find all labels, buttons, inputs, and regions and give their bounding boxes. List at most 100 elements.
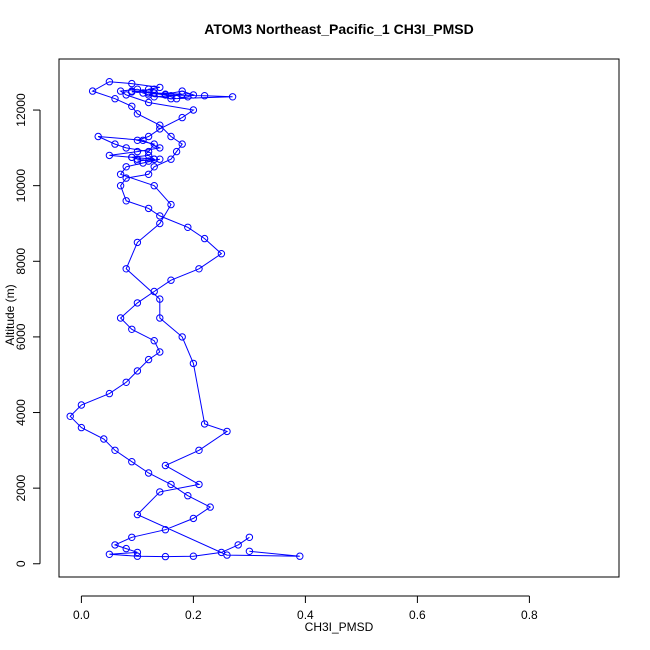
data-point — [116, 87, 125, 95]
data-point — [167, 480, 175, 489]
data-point — [128, 533, 136, 541]
data-point — [296, 552, 304, 560]
y-tick-label: 6000 — [14, 323, 28, 350]
data-point — [150, 89, 158, 97]
data-point — [139, 89, 147, 97]
data-point — [161, 526, 170, 534]
data-point — [167, 276, 175, 284]
data-point — [156, 348, 164, 356]
data-point — [167, 200, 175, 209]
data-point — [206, 503, 214, 511]
data-point — [122, 197, 130, 205]
data-point — [122, 544, 130, 553]
x-tick-label: 0.6 — [409, 608, 426, 622]
data-point — [133, 510, 142, 519]
data-point — [133, 110, 142, 118]
data-point — [150, 337, 158, 345]
data-point — [105, 550, 114, 558]
data-point — [200, 420, 209, 428]
data-point — [144, 98, 153, 107]
chart-title: ATOM3 Northeast_Pacific_1 CH3I_PMSD — [204, 21, 473, 37]
data-point — [150, 163, 158, 171]
data-point — [234, 541, 242, 549]
data-point — [144, 85, 153, 93]
data-point — [144, 132, 153, 141]
data-point — [144, 469, 153, 477]
x-axis-label: CH3I_PMSD — [305, 620, 374, 634]
data-point — [189, 106, 198, 114]
data-point — [156, 295, 164, 303]
data-point — [133, 552, 142, 560]
data-point — [245, 547, 254, 555]
data-point — [156, 155, 164, 163]
x-tick-label: 0.4 — [297, 608, 314, 622]
y-tick-label: 2000 — [14, 474, 28, 501]
data-point — [105, 389, 114, 398]
data-point — [111, 541, 119, 549]
data-point — [223, 427, 231, 436]
data-point — [156, 314, 164, 322]
y-tick-label: 12000 — [14, 93, 28, 127]
data-point — [178, 113, 186, 122]
data-point — [77, 423, 86, 432]
data-point — [100, 435, 108, 443]
data-point — [105, 78, 114, 86]
data-point — [156, 144, 164, 152]
x-axis: 0.0 0.2 0.4 0.6 0.8 — [73, 595, 538, 622]
series-line — [69, 81, 300, 558]
y-tick-label: 0 — [14, 560, 28, 567]
data-point — [116, 182, 125, 190]
data-point — [128, 88, 136, 96]
data-point — [228, 93, 237, 101]
data-point — [77, 401, 86, 409]
data-point — [150, 287, 158, 296]
plot-frame — [58, 58, 620, 578]
data-point — [156, 83, 164, 92]
data-point — [144, 147, 153, 156]
data-point — [184, 223, 192, 232]
data-point — [88, 87, 97, 95]
data-point — [195, 446, 203, 454]
y-tick-label: 10000 — [14, 169, 28, 203]
data-point — [189, 359, 198, 368]
data-point — [144, 170, 153, 179]
data-point — [144, 151, 153, 160]
x-tick-label: 0.2 — [185, 608, 202, 622]
data-point — [116, 170, 125, 179]
data-point — [172, 95, 181, 103]
data-point — [144, 204, 153, 213]
data-point — [217, 548, 226, 557]
data-point — [195, 265, 203, 273]
data-point — [156, 212, 164, 220]
data-point — [150, 93, 158, 101]
data-point — [178, 87, 186, 95]
data-point — [111, 446, 119, 454]
data-point — [217, 250, 226, 258]
x-tick-label: 0.0 — [73, 608, 90, 622]
data-point — [128, 153, 136, 162]
data-point — [66, 412, 74, 420]
y-axis-label: Altitude (m) — [3, 284, 17, 345]
data-point — [156, 121, 164, 129]
data-point — [172, 147, 181, 156]
data-point — [144, 89, 153, 97]
data-point — [200, 234, 209, 243]
data-point — [116, 314, 125, 322]
y-axis: 0 2000 4000 6000 8000 10000 12000 — [14, 93, 41, 567]
data-point — [128, 325, 136, 333]
data-point — [161, 461, 170, 470]
y-tick-label: 4000 — [14, 399, 28, 426]
data-point — [161, 552, 170, 561]
data-point — [133, 136, 142, 145]
data-point — [156, 219, 164, 228]
y-tick-label: 8000 — [14, 248, 28, 275]
data-point — [133, 299, 142, 307]
data-point — [144, 355, 153, 364]
data-point — [150, 182, 158, 190]
data-point — [122, 174, 130, 182]
data-point — [133, 367, 142, 375]
data-point — [111, 95, 119, 103]
data-point — [195, 480, 203, 489]
data-point — [128, 79, 136, 88]
